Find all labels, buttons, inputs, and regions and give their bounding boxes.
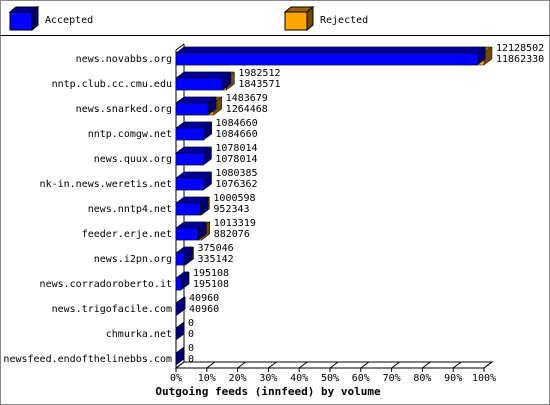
y-tick-label: news.corradoroberto.it bbox=[40, 279, 172, 290]
bar bbox=[175, 302, 178, 316]
value-label: 0 bbox=[188, 354, 194, 365]
x-tick-label: 70% bbox=[383, 373, 401, 384]
bar-side bbox=[175, 346, 185, 366]
y-tick-label: news.snarked.org bbox=[76, 104, 172, 115]
floor-grid bbox=[175, 361, 185, 369]
x-tick-label: 40% bbox=[290, 373, 308, 384]
value-label: 40960 bbox=[189, 293, 219, 304]
floor-grid bbox=[360, 361, 370, 369]
value-label: 1483679 bbox=[226, 93, 268, 104]
x-tick-label: 0% bbox=[170, 373, 182, 384]
y-tick-label: nntp.club.cc.cmu.edu bbox=[52, 79, 172, 90]
x-tick-label: 30% bbox=[259, 373, 277, 384]
y-tick-label: news.quux.org bbox=[94, 154, 172, 165]
value-label: 11862330 bbox=[496, 54, 544, 65]
floor-grid bbox=[483, 361, 493, 369]
chart-title: Outgoing feeds (innfeed) by volume bbox=[155, 385, 381, 398]
floor-grid bbox=[268, 361, 277, 369]
legend-icon bbox=[284, 11, 308, 31]
y-tick-label: news.trigofacile.com bbox=[52, 304, 172, 315]
value-label: 1078014 bbox=[215, 143, 257, 154]
bar bbox=[175, 202, 201, 216]
value-label: 1084660 bbox=[216, 118, 258, 129]
value-label: 1843571 bbox=[238, 79, 280, 90]
y-tick-label: news.nntp4.net bbox=[88, 204, 172, 215]
value-label: 1084660 bbox=[216, 129, 258, 140]
bar bbox=[175, 177, 204, 191]
value-label: 0 bbox=[188, 343, 194, 354]
x-tick-label: 80% bbox=[413, 373, 431, 384]
legend-label: Rejected bbox=[320, 15, 368, 26]
floor-grid bbox=[206, 361, 216, 369]
x-tick-label: 100% bbox=[472, 373, 496, 384]
bar bbox=[175, 102, 209, 116]
floor-grid bbox=[452, 361, 462, 369]
bar bbox=[175, 127, 204, 141]
floor-grid bbox=[391, 361, 400, 369]
value-label: 12128502 bbox=[496, 43, 544, 54]
value-label: 195108 bbox=[193, 279, 229, 290]
x-tick-label: 20% bbox=[229, 373, 247, 384]
value-label: 952343 bbox=[213, 204, 249, 215]
floor-grid bbox=[422, 361, 431, 369]
legend-label: Accepted bbox=[45, 15, 93, 26]
value-label: 0 bbox=[188, 318, 194, 329]
bar bbox=[175, 52, 478, 66]
value-label: 1013319 bbox=[214, 218, 256, 229]
x-tick-label: 10% bbox=[198, 373, 216, 384]
value-label: 335142 bbox=[198, 254, 234, 265]
x-tick-label: 50% bbox=[321, 373, 339, 384]
floor-grid bbox=[237, 361, 246, 369]
wall-top bbox=[175, 43, 185, 51]
x-tick-label: 90% bbox=[444, 373, 462, 384]
value-label: 0 bbox=[188, 329, 194, 340]
x-tick-label: 60% bbox=[352, 373, 370, 384]
bar bbox=[175, 227, 199, 241]
bar bbox=[175, 77, 224, 91]
value-label: 1080385 bbox=[215, 168, 257, 179]
value-label: 1076362 bbox=[215, 179, 257, 190]
y-tick-label: news.i2pn.org bbox=[94, 254, 172, 265]
legend-icon bbox=[9, 11, 33, 31]
bar bbox=[175, 152, 204, 166]
y-tick-label: newsfeed.endofthelinebbs.com bbox=[3, 354, 172, 365]
value-label: 1078014 bbox=[215, 154, 257, 165]
y-tick-label: feeder.erje.net bbox=[82, 229, 172, 240]
value-label: 1264468 bbox=[226, 104, 268, 115]
value-label: 1982512 bbox=[238, 68, 280, 79]
y-tick-label: chmurka.net bbox=[106, 329, 172, 340]
floor-grid bbox=[298, 361, 308, 369]
y-tick-label: nk-in.news.weretis.net bbox=[40, 179, 172, 190]
y-tick-label: news.novabbs.org bbox=[76, 54, 172, 65]
bar-side bbox=[175, 321, 185, 341]
bar-top bbox=[175, 46, 486, 54]
value-label: 375046 bbox=[198, 243, 234, 254]
bar bbox=[175, 252, 185, 266]
value-label: 195108 bbox=[193, 268, 229, 279]
value-label: 882076 bbox=[214, 229, 250, 240]
value-label: 1000598 bbox=[213, 193, 255, 204]
bar bbox=[175, 277, 182, 291]
bar-top bbox=[175, 71, 232, 79]
value-label: 40960 bbox=[189, 304, 219, 315]
floor-grid bbox=[329, 361, 339, 369]
y-tick-label: nntp.comgw.net bbox=[88, 129, 172, 140]
